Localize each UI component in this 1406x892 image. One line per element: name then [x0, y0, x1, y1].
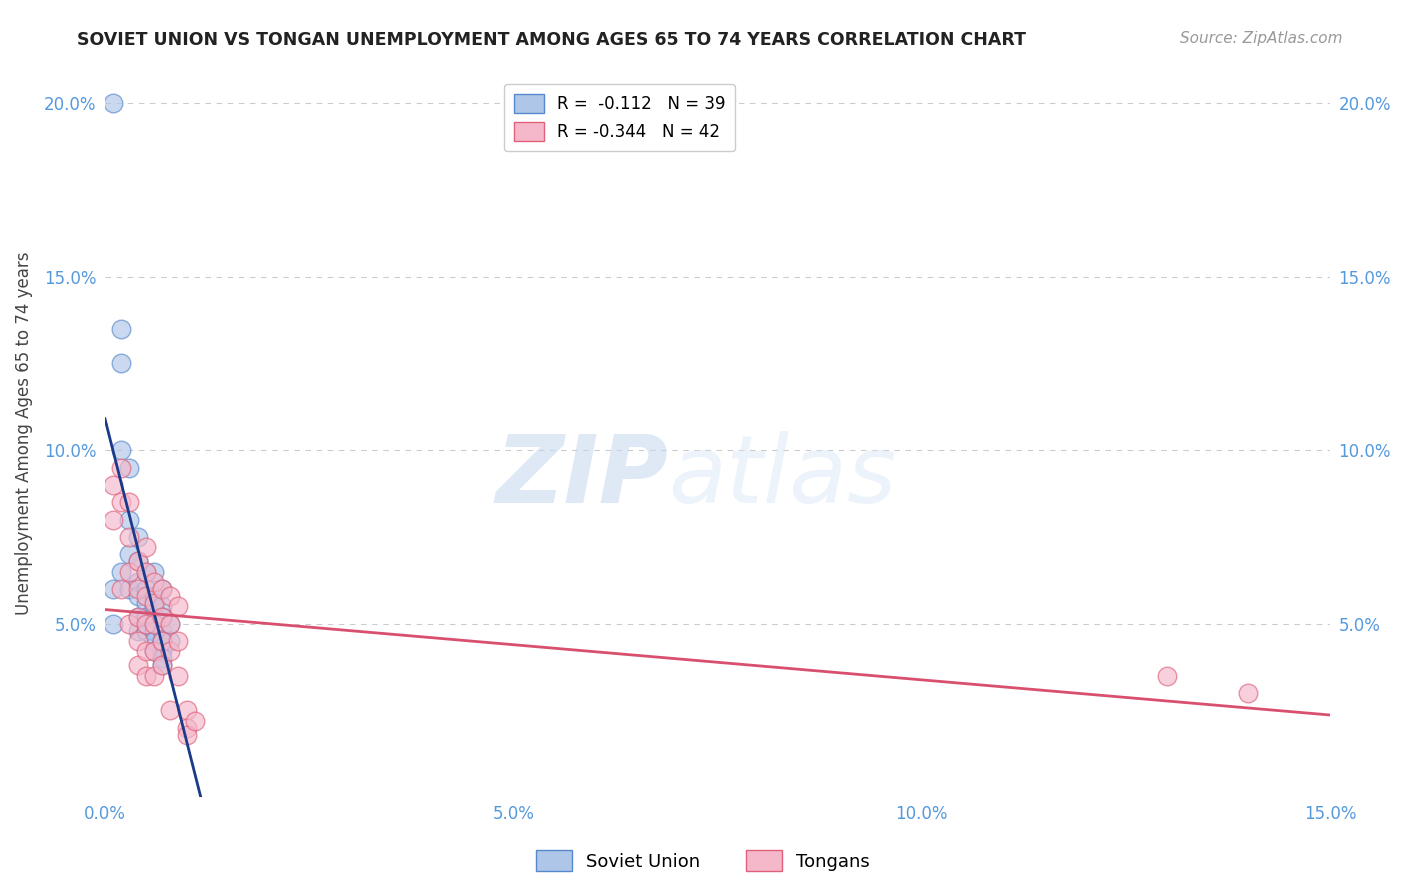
Point — [176, 728, 198, 742]
Point — [150, 609, 173, 624]
Point — [142, 634, 165, 648]
Point — [127, 554, 149, 568]
Point — [110, 582, 132, 596]
Point — [135, 582, 157, 596]
Point — [142, 624, 165, 638]
Point — [118, 530, 141, 544]
Point — [135, 616, 157, 631]
Point — [167, 599, 190, 614]
Point — [127, 530, 149, 544]
Text: SOVIET UNION VS TONGAN UNEMPLOYMENT AMONG AGES 65 TO 74 YEARS CORRELATION CHART: SOVIET UNION VS TONGAN UNEMPLOYMENT AMON… — [77, 31, 1026, 49]
Point — [142, 609, 165, 624]
Point — [110, 565, 132, 579]
Text: ZIP: ZIP — [496, 431, 668, 523]
Point — [118, 547, 141, 561]
Point — [135, 609, 157, 624]
Legend: Soviet Union, Tongans: Soviet Union, Tongans — [529, 843, 877, 879]
Point — [110, 443, 132, 458]
Point — [135, 589, 157, 603]
Point — [118, 582, 141, 596]
Point — [118, 512, 141, 526]
Point — [127, 658, 149, 673]
Point — [135, 644, 157, 658]
Point — [184, 714, 207, 728]
Point — [101, 478, 124, 492]
Text: atlas: atlas — [668, 431, 897, 522]
Point — [150, 609, 173, 624]
Point — [135, 565, 157, 579]
Point — [159, 634, 181, 648]
Point — [1156, 669, 1178, 683]
Point — [150, 582, 173, 596]
Point — [176, 703, 198, 717]
Point — [127, 609, 149, 624]
Point — [159, 644, 181, 658]
Point — [142, 644, 165, 658]
Point — [110, 460, 132, 475]
Point — [159, 703, 181, 717]
Point — [101, 582, 124, 596]
Y-axis label: Unemployment Among Ages 65 to 74 years: Unemployment Among Ages 65 to 74 years — [15, 251, 32, 615]
Point — [110, 322, 132, 336]
Point — [127, 574, 149, 589]
Point — [135, 541, 157, 555]
Point — [118, 495, 141, 509]
Point — [101, 616, 124, 631]
Point — [101, 96, 124, 111]
Point — [150, 634, 173, 648]
Point — [176, 721, 198, 735]
Point — [167, 669, 190, 683]
Point — [135, 596, 157, 610]
Point — [135, 565, 157, 579]
Point — [142, 574, 165, 589]
Point — [142, 599, 165, 614]
Point — [101, 512, 124, 526]
Point — [150, 599, 173, 614]
Point — [159, 589, 181, 603]
Point — [159, 616, 181, 631]
Point — [150, 658, 173, 673]
Point — [135, 669, 157, 683]
Point — [127, 624, 149, 638]
Point — [167, 634, 190, 648]
Text: Source: ZipAtlas.com: Source: ZipAtlas.com — [1180, 31, 1343, 46]
Point — [142, 669, 165, 683]
Point — [142, 596, 165, 610]
Point — [150, 624, 173, 638]
Legend: R =  -0.112   N = 39, R = -0.344   N = 42: R = -0.112 N = 39, R = -0.344 N = 42 — [503, 84, 735, 151]
Point — [135, 624, 157, 638]
Point — [118, 616, 141, 631]
Point — [110, 356, 132, 370]
Point — [159, 616, 181, 631]
Point — [127, 634, 149, 648]
Point — [127, 554, 149, 568]
Point — [127, 582, 149, 596]
Point — [127, 609, 149, 624]
Point — [110, 495, 132, 509]
Point — [118, 460, 141, 475]
Point — [142, 644, 165, 658]
Point — [142, 616, 165, 631]
Point — [150, 644, 173, 658]
Point — [150, 634, 173, 648]
Point — [142, 565, 165, 579]
Point — [118, 565, 141, 579]
Point — [127, 589, 149, 603]
Point — [1237, 686, 1260, 700]
Point — [150, 658, 173, 673]
Point — [142, 589, 165, 603]
Point — [150, 651, 173, 665]
Point — [150, 582, 173, 596]
